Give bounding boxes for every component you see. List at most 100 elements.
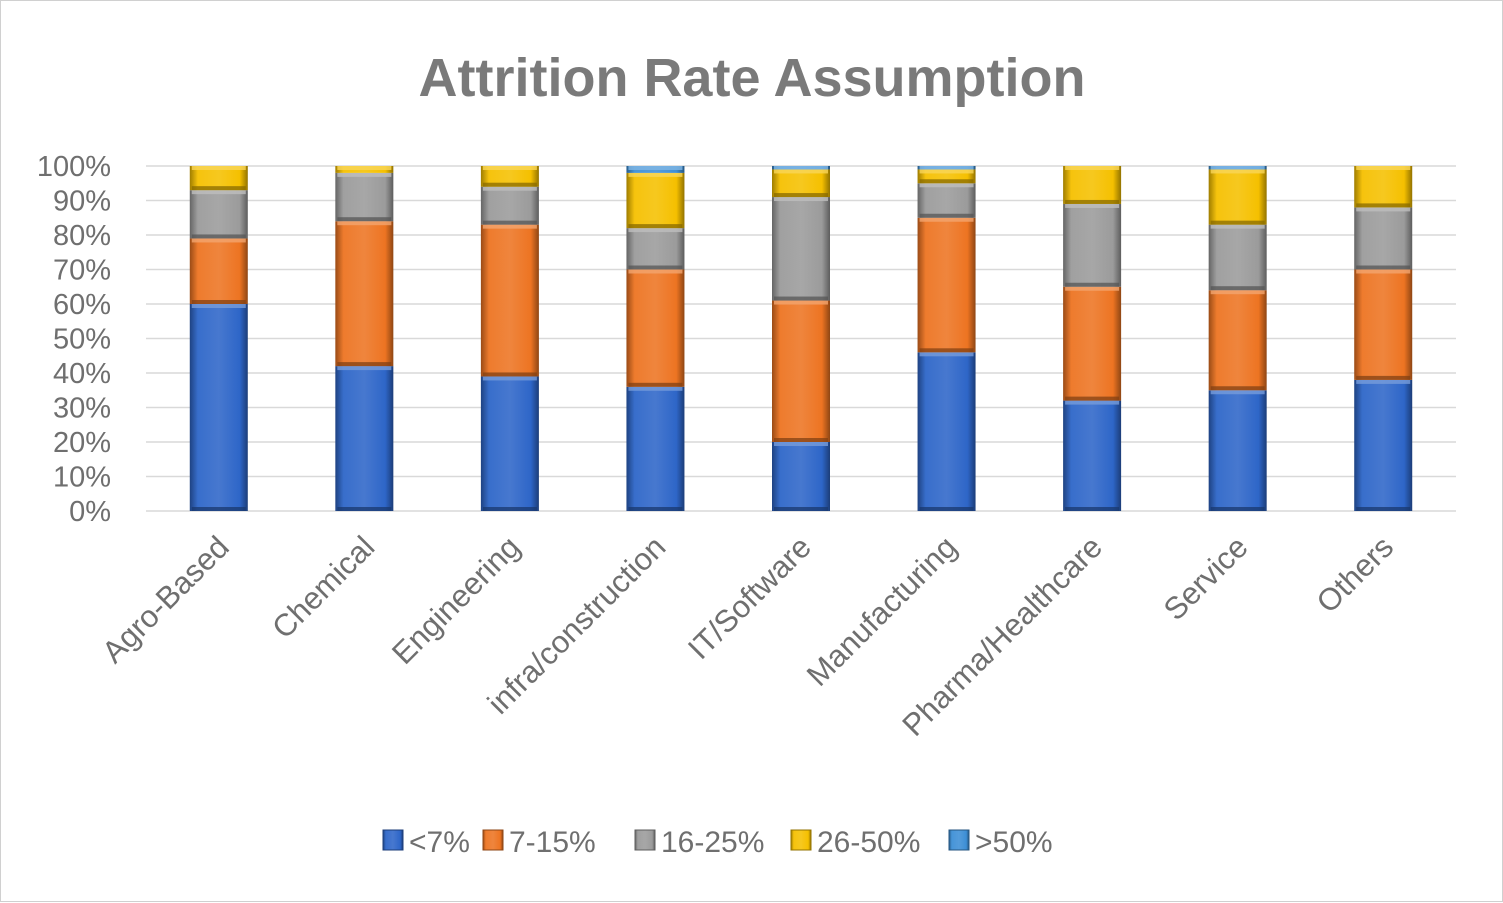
bar-segment-highlight [628,228,683,233]
bar-segment-highlight [337,366,392,371]
bar-segment-shadow [1356,265,1411,270]
chart-title: Attrition Rate Assumption [419,48,1086,108]
bar-segment-highlight [774,442,828,446]
bar-segment-highlight [191,166,246,170]
bar-segment-highlight [1065,400,1120,405]
legend-label: <7% [409,826,470,859]
y-tick-label: 80% [53,220,111,252]
bar-segment-highlight [191,190,246,195]
bar-segment-shadow [191,186,246,191]
bar-segment-highlight [1356,207,1411,212]
legend-label: 26-50% [817,826,920,859]
bar-segment-highlight [628,269,683,274]
bar-segment-highlight [919,217,974,222]
bar-segment [1354,379,1413,511]
x-category-label: Others [1310,529,1401,620]
bar-segment [772,442,830,511]
bar-segment-highlight [774,169,828,174]
bar-segment-shadow [1065,199,1120,204]
bar-segment-shadow [482,220,537,225]
bar-segment [480,166,539,187]
bar-segment-shadow [191,300,246,304]
bar-segment-highlight [482,166,537,170]
bar-segment-highlight [1065,286,1120,291]
bar-segment-highlight [1210,224,1265,229]
bar-segment-shadow [482,182,537,187]
bar-segment-highlight [1210,169,1265,174]
bar-segment [917,217,976,353]
legend: <7% 7-15% 16-25% 26-50% >50% [382,826,1053,859]
bar-segment [335,221,394,367]
bar-segment-shadow [774,193,828,198]
legend-label: >50% [975,826,1053,859]
bar-segment [917,183,976,218]
bar-segment-highlight [1065,203,1120,208]
bar-segment [189,166,248,191]
bar-segment-highlight [1210,390,1265,395]
bar-segment [1208,169,1267,225]
bar-segment-highlight [1065,166,1120,170]
x-category-label: Agro-Based [95,529,236,670]
bar-segment-highlight [1356,166,1411,170]
y-tick-label: 90% [53,186,111,218]
bar-segment-highlight [628,172,683,177]
bar-segment-highlight [191,304,246,308]
bar-segment-shadow [919,507,974,511]
bar-segment-shadow [1210,220,1265,225]
bar-segment-highlight [482,186,537,191]
bar-segment-shadow [1065,507,1120,511]
legend-swatch [948,829,970,851]
bar-segment [189,190,248,239]
bar-segment-highlight [919,352,974,357]
bar-segment-shadow [1210,286,1265,291]
x-axis-categories: Agro-Based Chemical Engineeringinfra/const… [95,529,1400,743]
legend-swatch [482,829,504,851]
x-category-label: Service [1157,529,1255,627]
bar-segment [1063,203,1122,287]
bar-segment-shadow [1065,282,1120,287]
bar-segment-shadow [774,438,828,442]
bar-segment-shadow [919,179,974,184]
bar-segment-highlight [1356,269,1411,274]
bar-segment [189,304,248,511]
bar-segment [1208,390,1267,511]
bar-segment [189,238,248,304]
bar-segment-highlight [919,166,974,170]
bar-segment-highlight [482,376,537,381]
legend-swatch [382,829,404,851]
bar-segment-shadow [337,507,392,511]
bar-segment [480,186,539,225]
bar-segment [1354,207,1413,270]
y-tick-label: 20% [53,427,111,459]
bar-segment-highlight [337,221,392,226]
bar-segment [626,386,685,511]
bar-segment-highlight [1210,166,1265,170]
bar-segment-highlight [337,166,392,170]
legend-label: 7-15% [509,826,596,859]
bar-segment [1063,286,1122,401]
bar-segment [772,197,830,301]
y-tick-label: 60% [53,289,111,321]
bar-segment-shadow [774,507,828,511]
bar-segment [1063,400,1122,511]
bar-segment [1354,269,1413,380]
bar-segment-highlight [919,169,974,174]
bar-segment-shadow [628,265,683,270]
bar-segment-highlight [628,386,683,391]
y-tick-label: 0% [69,496,111,528]
bar-segment-highlight [1210,290,1265,295]
legend-label: 16-25% [661,826,764,859]
bar-segment [626,228,685,270]
bar-segment-shadow [337,217,392,222]
x-category-label: IT/Software [681,529,818,666]
bar-segment [626,269,685,387]
bar-segment [335,172,394,222]
bar-segment [1208,224,1267,291]
bar-segment [772,300,830,442]
bar-segment-shadow [1210,507,1265,511]
bar-segment-shadow [482,507,537,511]
bar-segment [1208,290,1267,391]
bar-segment-shadow [1356,375,1411,380]
bar-segment-shadow [628,507,683,511]
